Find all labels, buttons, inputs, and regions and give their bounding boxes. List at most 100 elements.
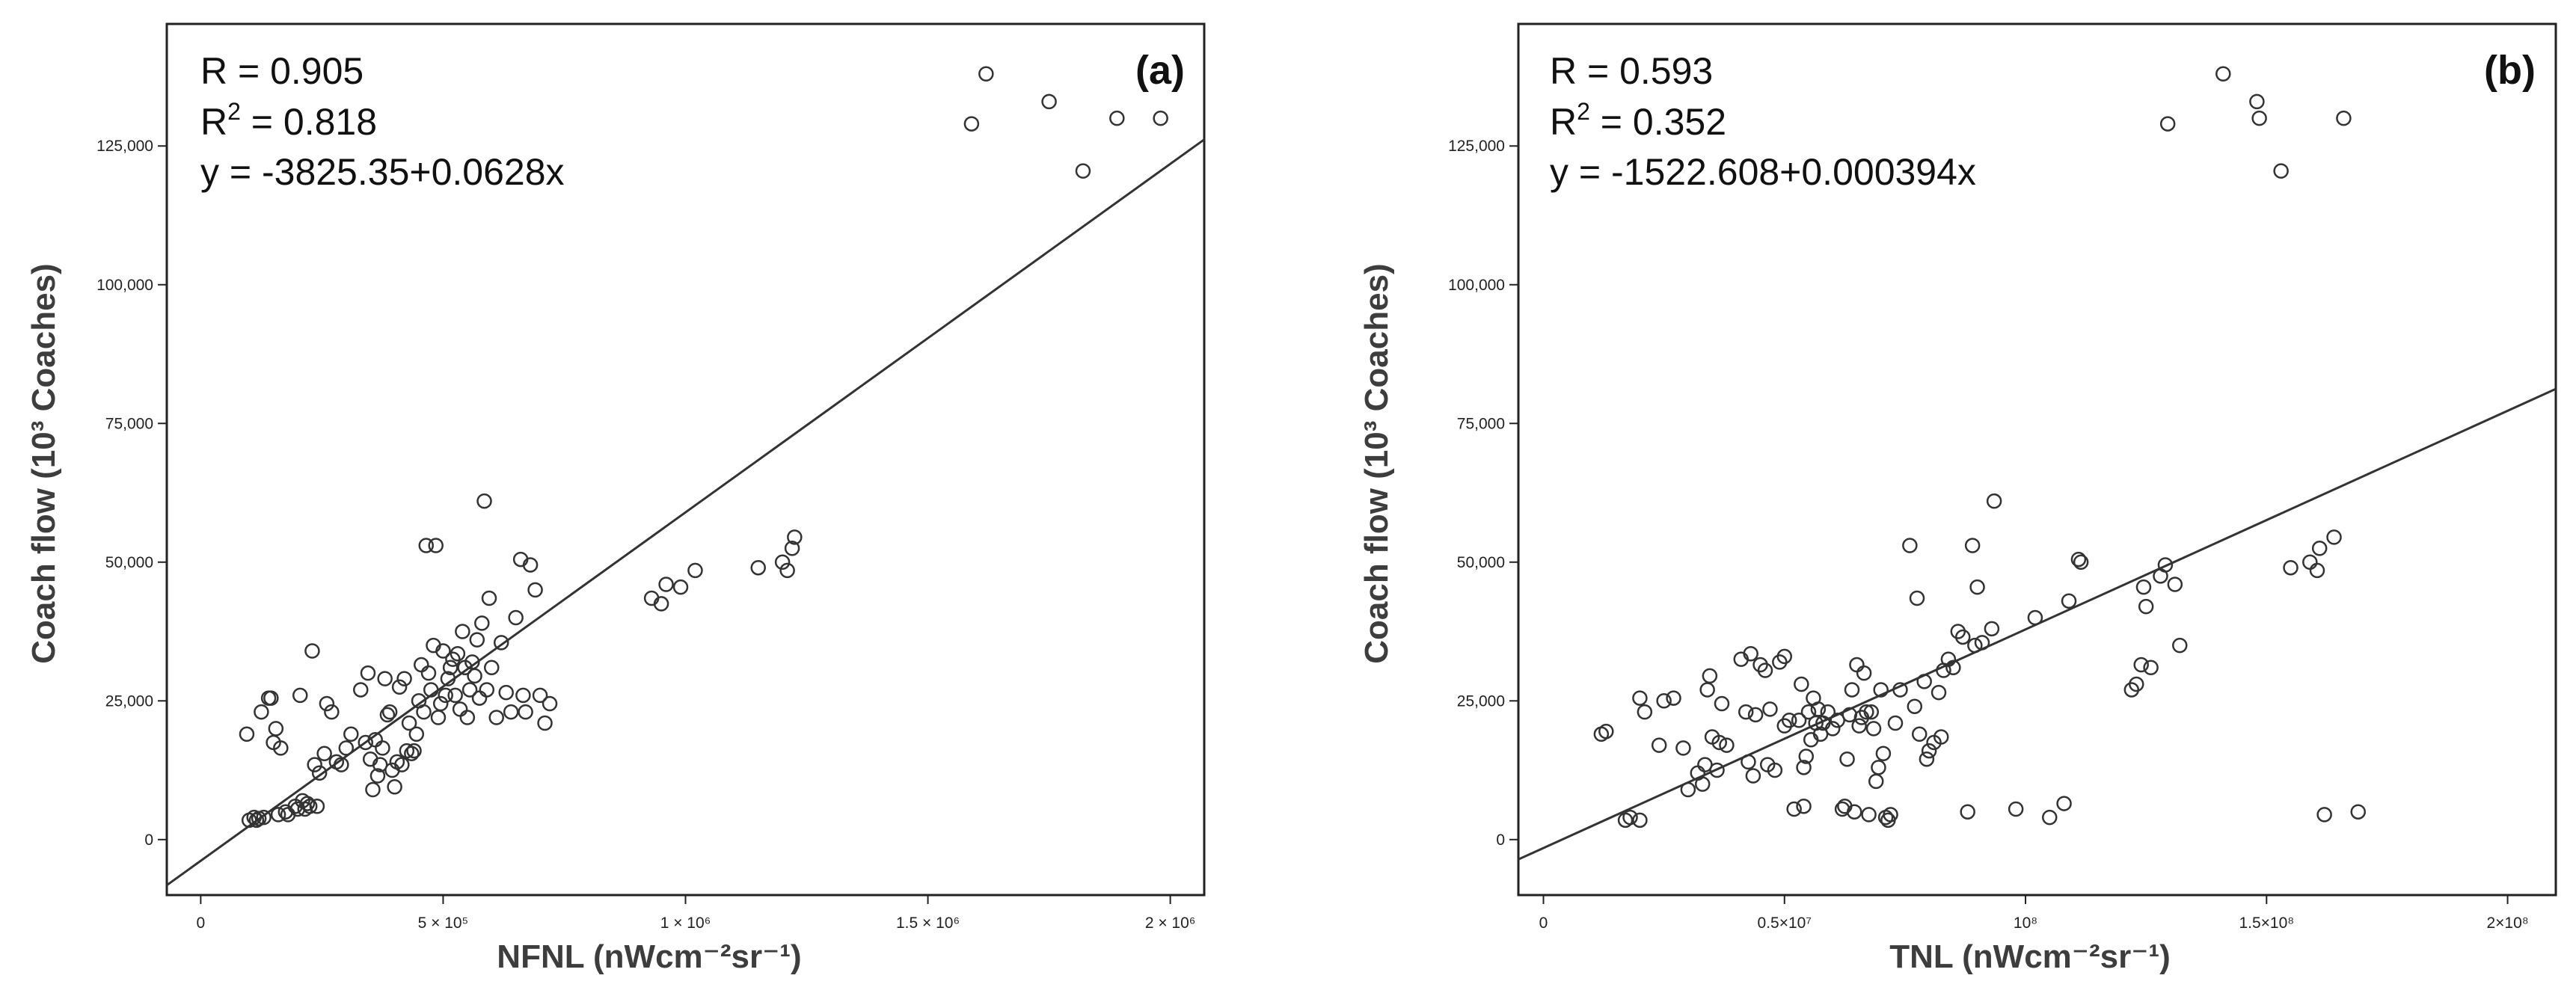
data-point	[423, 682, 439, 698]
panel-a: 0 5 × 10⁵ 1 × 10⁶ 1.5 × 10⁶ 2 × 10⁶ 0 25,000 50…	[25, 22, 1206, 975]
data-point	[1954, 629, 1971, 645]
data-point	[2042, 809, 2058, 826]
data-point	[978, 66, 994, 82]
data-point	[316, 746, 332, 762]
x-tick-label: 1 × 10⁶	[660, 915, 711, 932]
data-point	[2350, 804, 2366, 820]
data-point	[1767, 762, 1783, 778]
data-point	[440, 671, 456, 686]
data-point	[416, 704, 432, 720]
data-point	[474, 615, 490, 631]
data-point	[1907, 698, 1923, 714]
y-tick-label: 25,000	[105, 692, 153, 710]
data-point	[379, 707, 396, 723]
data-point	[406, 743, 422, 759]
data-point	[2129, 676, 2144, 692]
data-point	[299, 796, 316, 811]
data-point	[1741, 754, 1756, 770]
data-point	[461, 682, 478, 698]
data-point	[381, 704, 398, 720]
stat-r-squared-value: = 0.818	[241, 101, 377, 143]
data-point	[1743, 645, 1758, 662]
data-point	[2135, 579, 2152, 595]
data-point	[1745, 768, 1761, 784]
data-point	[1911, 726, 1928, 743]
data-point	[450, 645, 466, 662]
data-point	[1812, 726, 1829, 743]
data-point	[1702, 668, 1718, 684]
data-point	[1940, 651, 1957, 667]
data-point	[438, 687, 453, 704]
stat-r-squared-base: R	[200, 101, 227, 143]
data-point	[2157, 557, 2174, 573]
data-point	[467, 668, 482, 684]
data-point	[455, 624, 470, 639]
data-point	[324, 704, 340, 720]
data-point	[1041, 93, 1057, 110]
y-tick-label: 50,000	[1457, 554, 1505, 571]
data-point	[311, 765, 328, 781]
data-point	[2143, 660, 2159, 676]
data-point	[481, 590, 497, 606]
data-point	[469, 632, 485, 648]
data-point	[2311, 540, 2328, 556]
data-point	[1859, 704, 1874, 720]
data-point	[334, 757, 349, 772]
data-point	[301, 799, 318, 814]
data-point	[527, 582, 543, 598]
data-point	[1986, 493, 2002, 509]
data-point	[418, 538, 434, 553]
data-point	[1757, 663, 1773, 678]
data-point	[1921, 743, 1937, 759]
stat-equation: y = -1522.608+0.000394x	[1550, 151, 1976, 193]
y-tick-label: 75,000	[105, 415, 153, 432]
data-point	[1909, 590, 1925, 606]
data-point	[377, 671, 393, 686]
data-point	[387, 779, 402, 795]
plot-frame	[1517, 22, 2557, 897]
data-point	[1632, 690, 1648, 706]
data-point	[1839, 751, 1855, 767]
stat-r-squared: R2 = 0.352	[1550, 98, 1726, 143]
data-point	[2316, 807, 2332, 823]
data-points	[239, 66, 1168, 829]
data-point	[1711, 734, 1728, 751]
panel-label: (b)	[2484, 48, 2536, 93]
stat-r: R = 0.905	[200, 50, 364, 92]
data-point	[1875, 746, 1892, 762]
data-point	[1865, 721, 1882, 737]
data-point	[658, 577, 674, 592]
data-point	[391, 679, 408, 695]
y-tick-label: 25,000	[1457, 692, 1505, 710]
data-point	[508, 609, 524, 626]
data-point	[2073, 554, 2089, 571]
data-point	[394, 757, 410, 772]
data-point	[1694, 776, 1711, 792]
data-point	[1820, 704, 1836, 720]
stat-r: R = 0.593	[1550, 50, 1713, 92]
data-point	[309, 799, 325, 814]
data-point	[307, 757, 322, 772]
y-axis-title: Coach flow (10³ Coaches)	[1358, 263, 1395, 663]
data-point	[2008, 801, 2024, 817]
y-tick-label: 125,000	[1448, 138, 1505, 155]
data-point	[1846, 804, 1862, 820]
data-point	[1933, 729, 1949, 745]
data-point	[459, 710, 476, 725]
data-point	[2249, 93, 2265, 110]
data-point	[522, 557, 539, 573]
data-point	[319, 695, 335, 712]
data-point	[1719, 737, 1735, 753]
data-point	[1762, 701, 1778, 717]
data-point	[1794, 676, 1809, 692]
data-point	[1622, 809, 1638, 826]
x-tick-label: 2 × 10⁶	[1145, 915, 1196, 932]
data-point	[2061, 593, 2077, 609]
data-point	[1666, 690, 1681, 706]
data-point	[360, 665, 376, 681]
data-point	[353, 682, 369, 698]
data-point	[2172, 637, 2188, 654]
data-point	[1964, 538, 1981, 553]
y-axis-title: Coach flow (10³ Coaches)	[25, 263, 62, 663]
